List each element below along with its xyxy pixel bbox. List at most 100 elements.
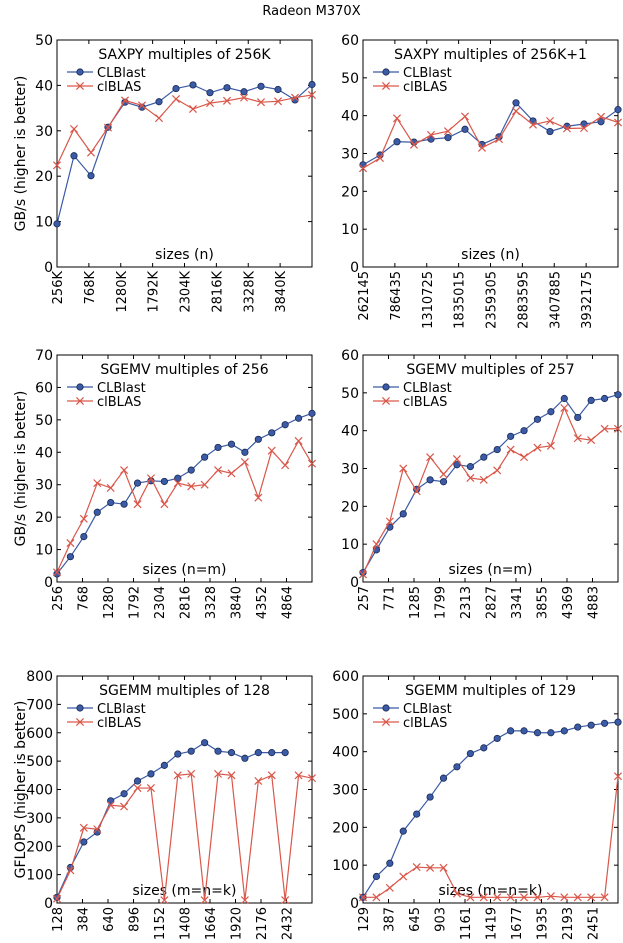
data-point-clblast <box>520 427 528 435</box>
chart-title: SAXPY multiples of 256K <box>98 47 271 63</box>
y-tick-label: 500 <box>332 707 359 723</box>
chart-title: SAXPY multiples of 256K+1 <box>394 47 587 63</box>
data-point-clblas <box>254 776 263 786</box>
legend-marker <box>381 396 391 406</box>
data-point-clblas <box>160 896 169 905</box>
data-point-clblas <box>273 97 283 106</box>
y-tick-label: 0 <box>44 260 53 276</box>
data-point-clblas <box>267 446 276 455</box>
data-point-clblast <box>241 754 249 762</box>
y-tick-label: 40 <box>341 109 359 125</box>
series-line-clblas <box>362 406 618 575</box>
data-point-clblas <box>477 143 487 152</box>
y-tick-label: 20 <box>35 510 53 526</box>
data-point-clblast <box>160 761 168 769</box>
figure-title: Radeon M370X <box>262 4 361 19</box>
data-point-clblas <box>533 893 542 902</box>
data-point-clblas <box>290 93 300 102</box>
x-tick-label: 2432 <box>281 907 296 940</box>
data-point-clblast <box>174 474 182 482</box>
data-point-clblas <box>372 893 381 902</box>
legend-label: CLBlast <box>403 66 452 81</box>
plot-frame <box>362 675 619 904</box>
chart-title: SGEMV multiples of 256 <box>100 362 268 378</box>
data-point-clblas <box>200 480 209 489</box>
x-tick-label: 1792 <box>128 586 143 619</box>
data-point-clblas <box>613 424 623 433</box>
data-point-clblast <box>547 729 555 737</box>
series-line-clblas <box>362 110 619 169</box>
data-point-clblas <box>375 154 385 163</box>
legend-marker <box>382 383 390 391</box>
y-tick-label: 800 <box>26 669 53 685</box>
data-point-clblas <box>86 148 96 157</box>
data-point-clblast <box>547 408 555 416</box>
x-tick-label: 1920 <box>230 907 245 940</box>
data-point-clblast <box>520 727 528 735</box>
data-point-clblas <box>214 769 223 778</box>
legend-label: CLBlast <box>97 381 146 396</box>
y-tick-label: 50 <box>341 386 359 402</box>
data-point-clblast <box>560 727 568 735</box>
data-point-clblas <box>358 893 368 902</box>
data-point-clblas <box>188 104 198 114</box>
legend-label: CLBlast <box>97 66 146 81</box>
x-tick-label: 1799 <box>434 586 449 619</box>
x-tick-label: 1285 <box>408 586 423 619</box>
x-tick-label: 768 <box>77 586 92 611</box>
data-point-clblas <box>120 466 129 475</box>
legend-marker <box>382 68 390 76</box>
data-point-clblast <box>399 510 407 518</box>
data-point-clblas <box>466 473 475 482</box>
data-point-clblas <box>412 863 421 872</box>
data-point-clblas <box>256 98 266 107</box>
y-tick-label: 20 <box>35 169 53 185</box>
y-tick-label: 0 <box>350 575 359 591</box>
data-point-clblast <box>507 727 515 735</box>
legend-label: CLBlast <box>403 702 452 717</box>
data-point-clblas <box>227 771 236 780</box>
data-point-clblas <box>613 118 623 127</box>
data-point-clblast <box>214 747 222 755</box>
data-point-clblas <box>173 771 182 780</box>
y-tick-label: 30 <box>341 462 359 478</box>
y-tick-label: 30 <box>341 147 359 163</box>
data-point-clblast <box>66 553 75 561</box>
data-point-clblast <box>223 84 231 92</box>
data-point-clblas <box>307 90 317 99</box>
data-point-clblast <box>174 750 182 758</box>
y-tick-label: 600 <box>26 726 53 742</box>
data-point-clblas <box>154 114 164 123</box>
y-tick-label: 100 <box>332 858 359 874</box>
data-point-clblast <box>580 120 588 128</box>
y-tick-label: 100 <box>26 868 53 884</box>
data-point-clblas <box>171 94 181 104</box>
y-axis-label: GB/s (higher is better) <box>13 76 29 232</box>
data-point-clblast <box>241 448 249 456</box>
data-point-clblast <box>147 770 155 778</box>
data-point-clblast <box>600 719 609 727</box>
chart-panel-2: 0 10 20 30 40 50 60 262145 786435 1310725 1835015 2… <box>341 33 623 329</box>
data-point-clblast <box>546 127 554 136</box>
data-point-clblast <box>120 790 128 798</box>
legend-marker <box>76 704 84 712</box>
data-point-clblas <box>239 93 249 102</box>
chart-title: SGEMM multiples of 129 <box>405 683 576 699</box>
data-point-clblast <box>254 435 262 443</box>
data-point-clblast <box>201 453 209 461</box>
data-point-clblast <box>597 118 605 126</box>
data-point-clblast <box>254 749 262 757</box>
data-point-clblast <box>87 172 95 180</box>
x-tick-label: 1664 <box>204 907 219 940</box>
x-tick-label: 3840 <box>230 586 245 619</box>
data-point-clblas <box>494 135 504 144</box>
data-point-clblas <box>443 127 453 136</box>
data-point-clblas <box>93 825 102 834</box>
data-point-clblast <box>600 394 609 403</box>
x-tick-label: 2359305 <box>485 271 500 329</box>
data-point-clblas <box>439 863 448 872</box>
y-tick-label: 0 <box>44 896 53 912</box>
x-tick-label: 1408 <box>179 907 194 940</box>
series-line-clblast <box>56 412 313 575</box>
